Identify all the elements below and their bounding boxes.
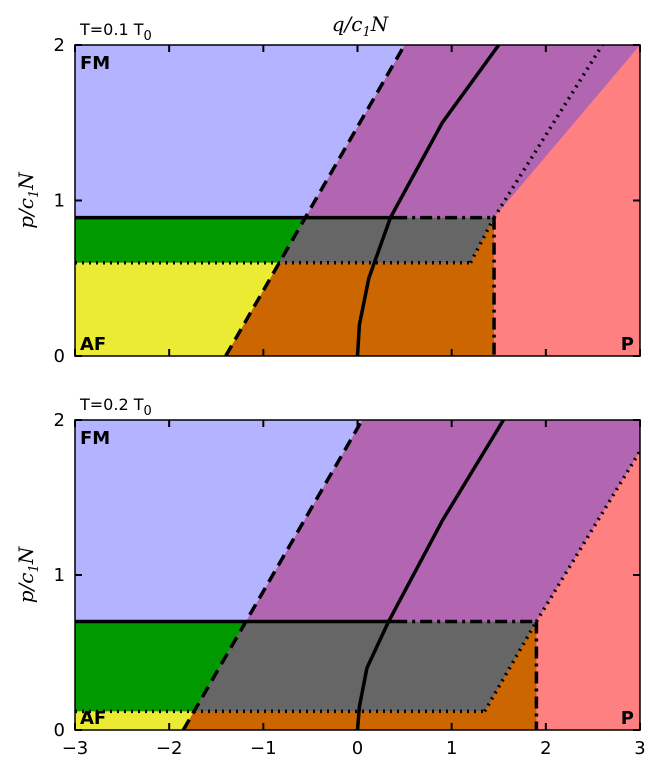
x-axis-label: q/c1N	[332, 12, 390, 40]
region-af-fm	[75, 621, 246, 712]
x-tick-label: 0	[352, 738, 363, 759]
region-label-fm: FM	[80, 53, 110, 74]
region-fm	[75, 45, 405, 218]
region-af	[75, 711, 194, 730]
region-label-p: P	[621, 708, 634, 729]
region-af-p-coexist	[225, 217, 494, 356]
region-label-fm: FM	[80, 428, 110, 449]
y-tick-label: 1	[54, 565, 65, 586]
panel-title: T=0.2 T0	[79, 395, 152, 419]
region-three-phase	[194, 621, 537, 712]
boundary-dotted-corner	[468, 216, 496, 264]
panel-1: 0 1 2 FM AF P	[54, 35, 641, 367]
boundary-solid-curve	[355, 45, 501, 356]
y-tick-label: 2	[54, 35, 65, 56]
region-fm-p-coexist	[305, 45, 640, 218]
panel-title: T=0.1 T0	[79, 20, 152, 44]
region-fm	[75, 420, 363, 622]
panel-2: −3 −2 −1 0 1 2 3 0 1 2 FM AF P	[54, 410, 646, 759]
region-af-fm	[75, 217, 306, 263]
boundary-dashed-diagonal	[181, 420, 364, 730]
boundary-solid-curve	[355, 420, 505, 730]
y-tick-label: 0	[54, 346, 65, 367]
region-af-p-coexist	[183, 621, 537, 730]
y-tick-label: 2	[54, 410, 65, 431]
x-tick-label: 3	[634, 738, 645, 759]
x-tick-label: −1	[250, 738, 277, 759]
y-tick-label: 1	[54, 191, 65, 212]
x-tick-label: 2	[540, 738, 551, 759]
boundary-dashed-diagonal	[224, 45, 407, 356]
region-three-phase	[279, 217, 494, 263]
boundary-dotted-diagonal	[492, 45, 604, 219]
x-tick-label: 1	[446, 738, 457, 759]
regions-group	[75, 420, 640, 730]
region-label-p: P	[621, 334, 634, 355]
region-label-af: AF	[80, 708, 106, 729]
y-axis-label: p/c1N	[14, 545, 42, 603]
x-tick-label: −3	[62, 738, 89, 759]
y-axis-label: p/c1N	[14, 171, 42, 229]
region-label-af: AF	[80, 334, 106, 355]
regions-group	[75, 45, 640, 356]
region-af	[75, 262, 280, 356]
x-tick-label: −2	[156, 738, 183, 759]
y-tick-label: 0	[54, 720, 65, 741]
boundary-dotted-diagonal	[534, 450, 640, 623]
